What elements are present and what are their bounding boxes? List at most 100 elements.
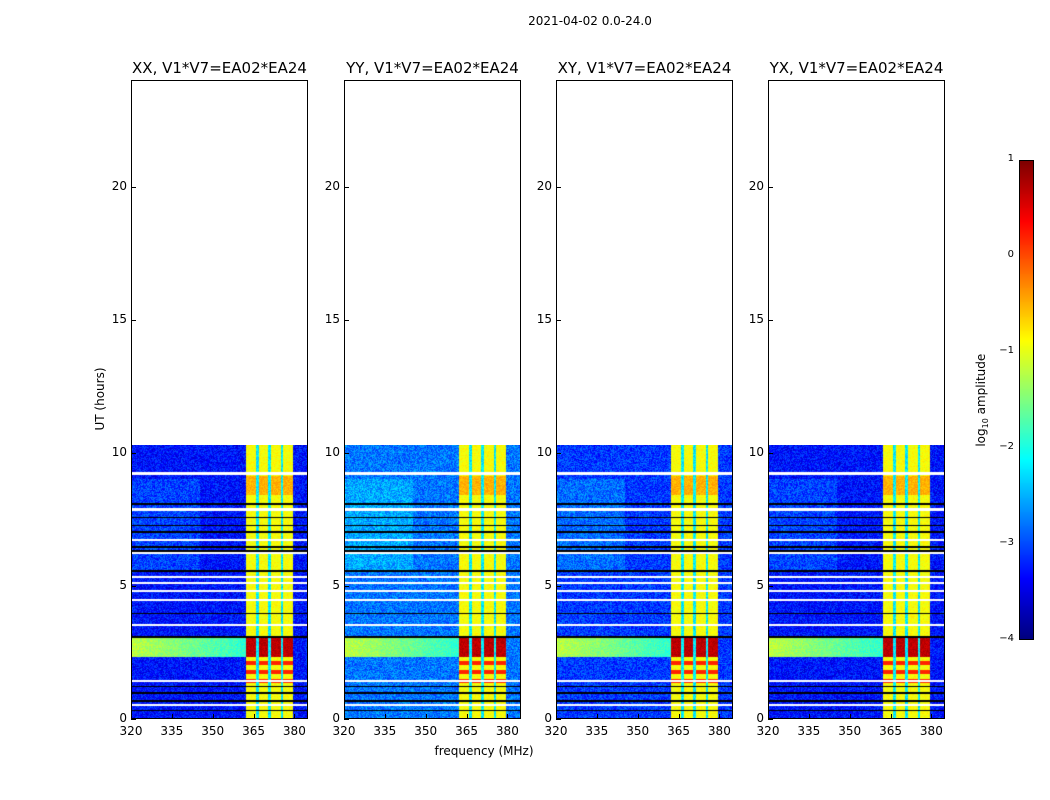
x-tick-label: 365 <box>242 724 265 738</box>
x-tick-label: 335 <box>373 724 397 738</box>
y-tick-mark <box>344 319 349 321</box>
heatmap-panel <box>344 80 521 719</box>
y-tick-mark <box>344 452 349 454</box>
x-tick-label: 350 <box>838 724 862 738</box>
y-tick-mark <box>344 585 349 587</box>
x-tick-label: 335 <box>797 724 821 738</box>
x-tick-label: 320 <box>756 724 780 738</box>
x-tick-label: 320 <box>544 724 568 738</box>
figure-title: 2021-04-02 0.0-24.0 <box>528 14 652 28</box>
colorbar-tick-label: 1 <box>1007 153 1014 164</box>
x-tick-label: 380 <box>919 724 943 738</box>
y-tick-label: 20 <box>748 178 764 193</box>
y-tick-mark <box>768 585 773 587</box>
x-tick-mark <box>466 714 468 719</box>
panel-title: YY, V1*V7=EA02*EA24 <box>346 59 519 77</box>
y-tick-label: 10 <box>536 444 552 459</box>
y-tick-mark <box>131 319 136 321</box>
y-tick-mark <box>131 186 136 188</box>
colorbar-tick-label: 0 <box>1007 249 1014 260</box>
x-tick-label: 380 <box>282 724 306 738</box>
y-tick-label: 0 <box>756 711 764 725</box>
y-tick-label: 5 <box>332 577 340 592</box>
colorbar-tick-label: −1 <box>999 345 1014 356</box>
x-tick-label: 335 <box>160 724 184 738</box>
y-tick-mark <box>556 319 561 321</box>
x-tick-mark <box>596 714 598 719</box>
x-tick-label: 380 <box>495 724 519 738</box>
colorbar-tick-label: −3 <box>999 537 1014 548</box>
x-axis-label: frequency (MHz) <box>434 744 534 758</box>
x-tick-label: 320 <box>119 724 143 738</box>
x-tick-mark <box>556 714 557 719</box>
y-tick-label: 0 <box>544 711 552 725</box>
x-tick-mark <box>294 714 296 719</box>
y-tick-label: 0 <box>119 711 127 725</box>
x-tick-label: 335 <box>585 724 609 738</box>
x-tick-mark <box>171 714 173 719</box>
x-tick-mark <box>768 714 769 719</box>
y-tick-label: 15 <box>111 311 127 326</box>
y-tick-mark <box>556 585 561 587</box>
heatmap-panel <box>556 80 733 719</box>
heatmap-image <box>557 445 732 718</box>
y-tick-label: 10 <box>748 444 764 459</box>
y-tick-label: 5 <box>756 577 764 592</box>
heatmap-image <box>345 445 520 718</box>
heatmap-image <box>132 445 307 718</box>
x-tick-mark <box>384 714 386 719</box>
y-tick-label: 0 <box>332 711 340 725</box>
y-tick-mark <box>556 186 561 188</box>
y-tick-mark <box>768 719 773 720</box>
x-tick-label: 350 <box>201 724 225 738</box>
x-tick-mark <box>931 714 933 719</box>
panel-title: XY, V1*V7=EA02*EA24 <box>557 59 732 77</box>
y-tick-label: 10 <box>111 444 127 459</box>
x-tick-mark <box>678 714 680 719</box>
x-tick-mark <box>637 714 639 719</box>
x-tick-mark <box>425 714 427 719</box>
x-tick-label: 350 <box>414 724 438 738</box>
colorbar-tick-label: −4 <box>999 633 1014 644</box>
y-tick-mark <box>556 719 561 720</box>
x-tick-mark <box>507 714 509 719</box>
y-tick-mark <box>768 186 773 188</box>
y-tick-label: 20 <box>536 178 552 193</box>
y-tick-label: 20 <box>111 178 127 193</box>
panel-title: YX, V1*V7=EA02*EA24 <box>769 59 944 77</box>
y-tick-mark <box>131 452 136 454</box>
panel-title: XX, V1*V7=EA02*EA24 <box>132 59 307 77</box>
x-tick-mark <box>212 714 214 719</box>
colorbar <box>1019 160 1034 640</box>
x-tick-mark <box>344 714 345 719</box>
x-tick-mark <box>890 714 892 719</box>
y-axis-label: UT (hours) <box>93 367 107 431</box>
x-tick-label: 365 <box>667 724 690 738</box>
y-tick-mark <box>131 585 136 587</box>
x-tick-mark <box>131 714 132 719</box>
y-tick-label: 5 <box>119 577 127 592</box>
y-tick-mark <box>344 186 349 188</box>
x-tick-label: 365 <box>879 724 902 738</box>
y-tick-label: 5 <box>544 577 552 592</box>
x-tick-label: 350 <box>626 724 650 738</box>
y-tick-label: 15 <box>748 311 764 326</box>
y-tick-label: 15 <box>536 311 552 326</box>
y-tick-mark <box>556 452 561 454</box>
y-tick-label: 10 <box>324 444 340 459</box>
colorbar-label: log10 amplitude <box>973 353 991 447</box>
heatmap-panel <box>768 80 945 719</box>
y-tick-label: 15 <box>324 311 340 326</box>
x-tick-label: 380 <box>707 724 731 738</box>
y-tick-mark <box>344 719 349 720</box>
heatmap-panel <box>131 80 308 719</box>
x-tick-mark <box>849 714 851 719</box>
y-tick-mark <box>768 319 773 321</box>
heatmap-image <box>769 445 944 718</box>
x-tick-label: 365 <box>455 724 478 738</box>
x-tick-mark <box>719 714 721 719</box>
x-tick-label: 320 <box>332 724 356 738</box>
y-tick-label: 20 <box>324 178 340 193</box>
colorbar-tick-label: −2 <box>999 441 1014 452</box>
